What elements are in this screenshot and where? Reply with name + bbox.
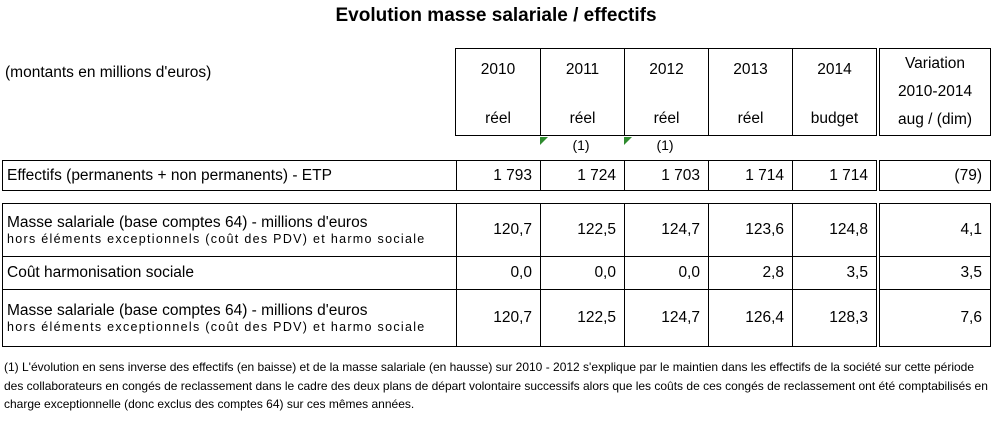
note-ref-2012: (1) <box>656 137 674 153</box>
unit-note: (montants en millions d'euros) <box>5 64 212 81</box>
value-cell: 3,5 <box>792 257 876 289</box>
variation-column-header: Variation 2010-2014 aug / (dim) <box>879 48 991 136</box>
value-cell: 1 714 <box>708 161 792 190</box>
masse-salariale-group: Masse salariale (base comptes 64) - mill… <box>2 203 877 347</box>
year-label: 2012 <box>649 61 684 78</box>
note-cell <box>455 137 539 158</box>
row-label: Coût harmonisation sociale <box>7 264 194 281</box>
value-cell: 124,8 <box>792 204 876 256</box>
column-header-2011: 2011 réel <box>540 49 624 135</box>
value-cell: 0,0 <box>456 257 540 289</box>
row-cout-harmonisation: Coût harmonisation sociale 0,0 0,0 0,0 2… <box>3 256 876 289</box>
column-header-2013: 2013 réel <box>708 49 792 135</box>
row-label-cell: Masse salariale (base comptes 64) - mill… <box>3 290 456 346</box>
year-label: 2014 <box>817 61 852 78</box>
value-cell: 123,6 <box>708 204 792 256</box>
excel-note-corner-triangle-icon <box>624 137 632 145</box>
row-label-cell: Effectifs (permanents + non permanents) … <box>3 161 456 190</box>
value-cell: 0,0 <box>540 257 624 289</box>
footnote-marker-row: (1) (1) <box>455 137 877 158</box>
variation-cell-effectifs: (79) <box>879 160 991 191</box>
column-header-2014: 2014 budget <box>792 49 876 135</box>
value-cell: 122,5 <box>540 204 624 256</box>
variation-direction: aug / (dim) <box>897 111 973 128</box>
note-cell <box>707 137 791 158</box>
value-cell: 1 724 <box>540 161 624 190</box>
value-cell: 1 714 <box>792 161 876 190</box>
basis-label: réel <box>569 110 596 127</box>
value-cell: 124,7 <box>624 204 708 256</box>
basis-label: réel <box>653 110 680 127</box>
note-cell <box>791 137 875 158</box>
value-cell: 2,8 <box>708 257 792 289</box>
variation-range: 2010-2014 <box>897 83 973 100</box>
value-cell: 1 703 <box>624 161 708 190</box>
page-title: Evolution masse salariale / effectifs <box>335 5 657 26</box>
years-header: 2010 réel 2011 réel 2012 réel 2013 réel … <box>455 48 877 136</box>
value-cell: 126,4 <box>708 290 792 346</box>
value-cell: 124,7 <box>624 290 708 346</box>
value-cell: 0,0 <box>624 257 708 289</box>
basis-label: réel <box>485 110 511 127</box>
variation-title: Variation <box>904 55 966 72</box>
column-header-2012: 2012 réel <box>624 49 708 135</box>
row-effectifs: Effectifs (permanents + non permanents) … <box>2 160 877 191</box>
value-cell: 120,7 <box>456 204 540 256</box>
basis-label: réel <box>737 110 764 127</box>
value-cell: 128,3 <box>792 290 876 346</box>
column-header-2010: 2010 réel <box>456 49 540 135</box>
variation-group: 4,1 3,5 7,6 <box>879 203 991 347</box>
row-label-cell: Coût harmonisation sociale <box>3 257 456 289</box>
note-cell: (1) <box>623 137 707 158</box>
row-sublabel: hors éléments exceptionnels (coût des PD… <box>7 232 426 246</box>
footnote: (1) L'évolution en sens inverse des effe… <box>4 360 988 412</box>
variation-cell-masse-totale: 7,6 <box>880 289 990 346</box>
row-masse-salariale-hors-harmo: Masse salariale (base comptes 64) - mill… <box>3 204 876 256</box>
variation-cell-cout-harmo: 3,5 <box>880 256 990 289</box>
variation-cell-masse-hors: 4,1 <box>960 221 982 238</box>
note-ref-2011: (1) <box>572 137 590 153</box>
row-label-cell: Masse salariale (base comptes 64) - mill… <box>3 204 456 256</box>
basis-label: budget <box>810 110 859 127</box>
row-label: Masse salariale (base comptes 64) - mill… <box>7 302 368 319</box>
year-label: 2011 <box>565 61 600 78</box>
row-label: Effectifs (permanents + non permanents) … <box>7 166 332 184</box>
value-cell: 122,5 <box>540 290 624 346</box>
note-cell: (1) <box>539 137 623 158</box>
row-masse-salariale-totale: Masse salariale (base comptes 64) - mill… <box>3 289 876 346</box>
value-cell: 1 793 <box>456 161 540 190</box>
value-cell: 120,7 <box>456 290 540 346</box>
year-label: 2013 <box>733 61 768 78</box>
row-label: Masse salariale (base comptes 64) - mill… <box>7 214 368 231</box>
row-sublabel: hors éléments exceptionnels (coût des PD… <box>7 320 426 334</box>
year-label: 2010 <box>480 61 516 78</box>
excel-note-corner-triangle-icon <box>540 137 548 145</box>
